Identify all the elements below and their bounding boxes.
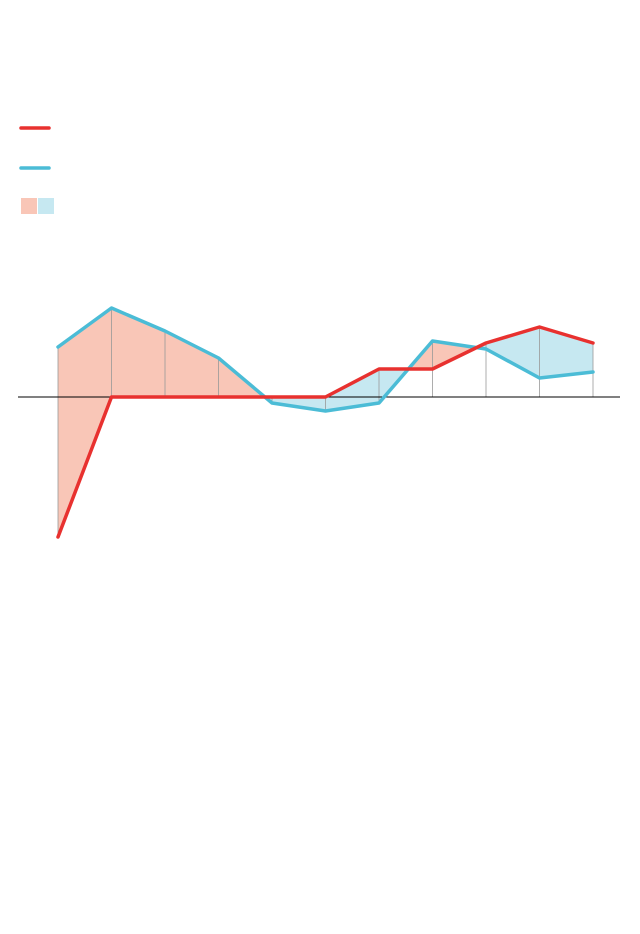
fill-between bbox=[325, 369, 379, 411]
line-series bbox=[56, 325, 595, 539]
fill-between bbox=[165, 331, 219, 397]
line-series bbox=[56, 306, 595, 413]
legend-swatch bbox=[21, 198, 37, 214]
fill-between bbox=[58, 308, 112, 537]
fill-between bbox=[111, 308, 165, 397]
legend-swatch bbox=[38, 198, 54, 214]
